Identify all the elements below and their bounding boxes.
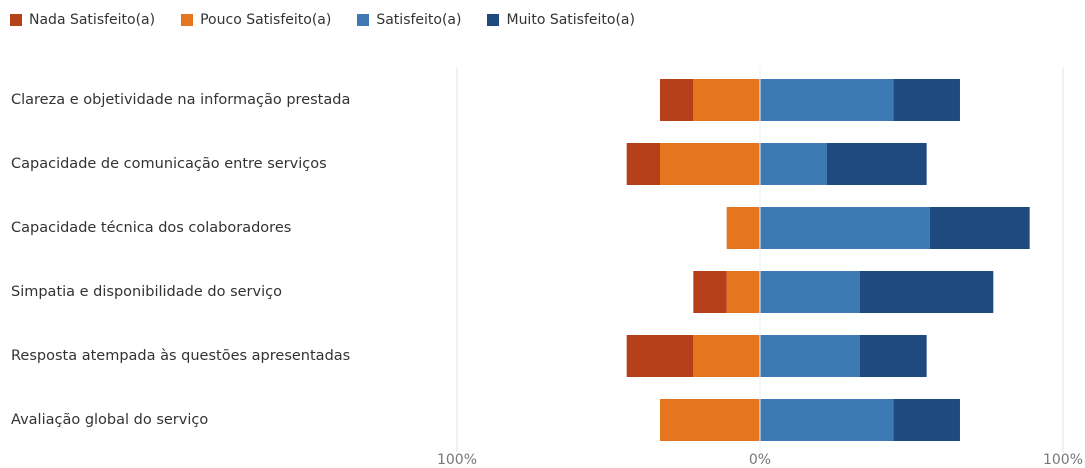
bar-segment[interactable]: [893, 399, 960, 441]
category-label: Capacidade de comunicação entre serviços: [11, 156, 327, 172]
bar-segment[interactable]: [826, 143, 927, 185]
legend-label: Nada Satisfeito(a): [29, 12, 156, 28]
legend-swatch: [181, 14, 194, 26]
category-label: Resposta atempada às questões apresentad…: [11, 348, 351, 364]
bar-segment[interactable]: [660, 143, 760, 185]
chart-legend: Nada Satisfeito(a) Pouco Satisfeito(a) Sat…: [10, 12, 635, 28]
legend-swatch: [357, 14, 370, 26]
x-tick-label: 100%: [1042, 452, 1084, 468]
legend-label: Satisfeito(a): [376, 12, 462, 28]
legend-label: Pouco Satisfeito(a): [200, 12, 332, 28]
legend-label: Muito Satisfeito(a): [506, 12, 635, 28]
bar-segment[interactable]: [693, 271, 727, 313]
legend-swatch: [487, 14, 500, 26]
bar-segment[interactable]: [726, 207, 760, 249]
bar-segment[interactable]: [660, 79, 694, 121]
bar-segment[interactable]: [626, 143, 661, 185]
legend-item[interactable]: Satisfeito(a): [357, 12, 461, 28]
bar-segment[interactable]: [929, 207, 1030, 249]
category-label: Clareza e objetividade na informação pre…: [11, 92, 351, 108]
bar-segment[interactable]: [859, 271, 994, 313]
bar-segment[interactable]: [760, 399, 894, 441]
bar-segment[interactable]: [859, 335, 927, 377]
bar-segment[interactable]: [693, 335, 760, 377]
legend-item[interactable]: Nada Satisfeito(a): [10, 12, 155, 28]
x-tick-label: 100%: [436, 452, 478, 468]
bar-segment[interactable]: [760, 79, 894, 121]
bar-segment[interactable]: [760, 207, 930, 249]
bar-segment[interactable]: [760, 335, 860, 377]
legend-item[interactable]: Muito Satisfeito(a): [487, 12, 635, 28]
bar-segment[interactable]: [760, 143, 827, 185]
category-label: Capacidade técnica dos colaboradores: [11, 220, 292, 236]
bar-segment[interactable]: [626, 335, 694, 377]
category-label: Simpatia e disponibilidade do serviço: [11, 284, 282, 300]
bar-segment[interactable]: [760, 271, 860, 313]
bar-segment[interactable]: [726, 271, 760, 313]
x-tick-label: 0%: [748, 452, 772, 468]
legend-swatch: [10, 14, 22, 26]
bar-segment[interactable]: [693, 79, 760, 121]
category-label: Avaliação global do serviço: [11, 412, 209, 428]
bar-segment[interactable]: [893, 79, 960, 121]
bar-segment[interactable]: [660, 399, 760, 441]
legend-item[interactable]: Pouco Satisfeito(a): [181, 12, 331, 28]
